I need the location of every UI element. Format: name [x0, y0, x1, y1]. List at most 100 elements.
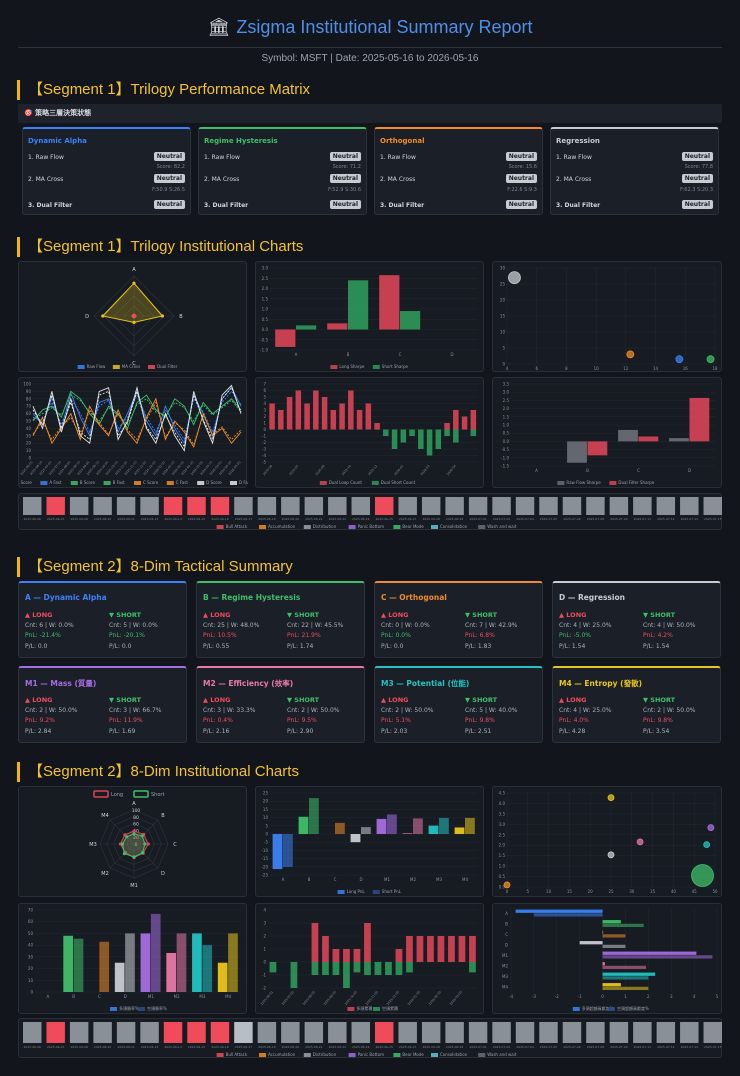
legend-label: 空頭勝率% [147, 1005, 167, 1011]
regime-date-label: 2025-07-12 [657, 1045, 675, 1049]
regime-cell [328, 497, 347, 515]
radar-point [143, 842, 147, 846]
y-tick-label: 70 [28, 908, 34, 913]
legend-label: Panic Bottom [358, 524, 385, 529]
radar-point [146, 842, 150, 846]
long-pl: P/L: 2.03 [381, 727, 408, 735]
y-tick-label: 4.0 [499, 801, 506, 806]
bar-M1-空頭勝率% [150, 913, 161, 992]
x-tick-label: 0 [506, 889, 509, 894]
legend-label: Bull Attack [226, 524, 248, 529]
regime-cell [69, 497, 89, 515]
bar-2025-12-Dual Loop Count [374, 423, 380, 430]
radar-axis-label: B [161, 813, 165, 819]
long-stats: ▲ LONG Cnt: 25 | W: 48.0% PnL: 10.5% P/L: 0… [203, 610, 281, 652]
bar-2025-08-05-空頭累積 [311, 962, 319, 975]
legend-swatch [259, 1053, 266, 1057]
bar-M3-多頭勝率% [192, 933, 202, 992]
legend-label: Dual Filter Sharpe [618, 480, 654, 485]
bar-C-Short PnL [335, 822, 345, 834]
x-tick-label: 2025-07 [288, 464, 299, 476]
regime-cell [163, 497, 183, 515]
radar-chart-panel-2: A B C D M1 M2 M3 M4 100 80 60 40 20 0 Long Short [18, 786, 247, 897]
x-tick-label: 2025-08-05 [302, 990, 316, 1006]
regime-date-label: 2025-07-08 [587, 517, 605, 521]
regime-cell [703, 1022, 722, 1043]
regime-cell [281, 497, 300, 515]
y-tick-label: -25 [261, 873, 268, 878]
short-stats: ▼ SHORT Cnt: 2 | W: 50.0% PnL: 9.5% P/L: 2.… [287, 695, 365, 737]
bar-2025-09-20-多頭累積 [343, 949, 350, 962]
short-pl: P/L: 1.69 [109, 727, 136, 735]
x-tick-label: 2025-12-05 [386, 990, 400, 1006]
x-tick-label: C [637, 468, 640, 473]
bar-2025-06-Dual Loop Count [278, 410, 284, 430]
bar-A-Long Sharpe [275, 329, 296, 347]
bar-2026-01-Dual Short Count [391, 429, 398, 449]
y-tick-label: 0.5 [499, 874, 506, 879]
y-tick-label: 2.5 [499, 832, 506, 837]
radar-point [132, 829, 136, 833]
legend-swatch [347, 1007, 355, 1011]
long-header: ▲ LONG [203, 696, 231, 704]
bar-B-Long PnL [298, 816, 309, 834]
matrix-card-title: Regression [556, 137, 600, 145]
legend-swatch [478, 1053, 486, 1057]
short-pl: P/L: 1.83 [465, 642, 492, 650]
x-tick-label: C [399, 352, 402, 357]
regime-date-label: 2025-07-02 [493, 1045, 511, 1049]
x-tick-label: 25 [608, 889, 614, 894]
dimension-card: M1 — Mass (質量) ▲ LONG Cnt: 2 | W: 50.0% PnL… [18, 666, 187, 743]
x-tick-label: 5 [716, 994, 719, 999]
row-label: 3. Dual Filter [28, 202, 73, 209]
bar-M3-空頭勝率% [202, 945, 213, 992]
y-tick-label: A [505, 911, 508, 916]
legend-label: 空頭超額貢獻度% [617, 1005, 649, 1011]
hbar-M1-1 [602, 955, 713, 959]
radar-chart-panel-1: A B C D Raw Flow MA Cross Dual Filter [18, 261, 247, 372]
y-tick-label: -1 [262, 973, 266, 978]
bar-2026-04-Dual Short Count [453, 429, 459, 443]
legend-label: Long PnL [347, 889, 366, 894]
hbar-D-0 [579, 941, 603, 945]
y-tick-label: 3.0 [503, 390, 510, 395]
radar-point [120, 842, 125, 846]
monthly-bar-panel: 4 3 2 1 0 -1 -2 2025-06-01 2025-07-05 2025-08-05 2… [255, 903, 484, 1014]
regime-date-label: 2025-07-01 [469, 517, 487, 521]
x-tick-label: A [535, 468, 538, 473]
regime-cell [23, 497, 42, 515]
bar-2026-02-05-多頭累積 [437, 936, 445, 962]
legend-swatch [478, 525, 486, 529]
legend-swatch [371, 481, 379, 485]
y-tick-label: 20 [500, 298, 506, 303]
legend-swatch [148, 365, 155, 369]
row-score: Score: 71.2 [332, 164, 361, 170]
y-tick-label: 4 [263, 401, 266, 406]
short-header: ▼ SHORT [109, 696, 142, 704]
bar-B-多頭勝率% [63, 935, 74, 992]
legend-label: Panic Bottom [358, 1052, 385, 1057]
bar-2026-05-Dual Short Count [470, 429, 477, 436]
y-tick-label: 10 [26, 448, 32, 453]
legend-swatch [319, 481, 327, 485]
radar-axis-label: M2 [101, 871, 109, 877]
x-tick-label: 16 [683, 366, 689, 371]
bubble-point-3 [703, 841, 711, 848]
legend-swatch [112, 365, 120, 369]
y-tick-label: 5 [263, 395, 266, 400]
x-tick-label: 35 [650, 889, 656, 894]
report-subtitle: Symbol: MSFT | Date: 2025-05-16 to 2026-… [261, 53, 479, 64]
legend-label: D Score [206, 480, 222, 485]
bubble-point-2 [675, 355, 684, 364]
row-score: F:62.3 S:20.3 [680, 187, 713, 193]
line-series-d-fast [32, 386, 242, 449]
bar-M4-Short PnL [465, 817, 475, 834]
legend-swatch [103, 481, 111, 485]
x-tick-label: C [98, 994, 101, 999]
bar-M2-Short PnL [413, 818, 423, 834]
bar-2025-08-20-空頭累積 [322, 962, 329, 975]
y-tick-label: 50 [26, 419, 32, 424]
x-tick-label: M3 [199, 994, 205, 999]
y-tick-label: M2 [502, 963, 508, 968]
regime-date-label: 2025-07-11 [634, 1045, 652, 1049]
